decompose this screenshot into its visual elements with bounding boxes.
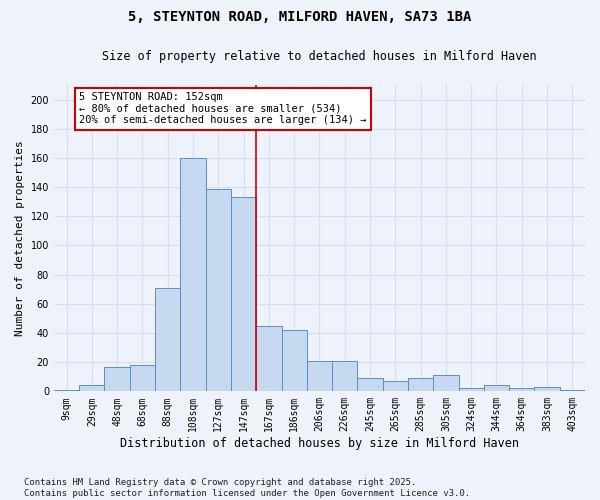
Bar	[535, 387, 560, 392]
Bar	[181, 158, 206, 392]
Bar	[231, 198, 256, 392]
Bar	[206, 188, 231, 392]
Bar	[408, 378, 433, 392]
Bar	[484, 386, 509, 392]
Title: Size of property relative to detached houses in Milford Haven: Size of property relative to detached ho…	[102, 50, 537, 63]
Text: Contains HM Land Registry data © Crown copyright and database right 2025.
Contai: Contains HM Land Registry data © Crown c…	[24, 478, 470, 498]
Bar	[155, 288, 181, 392]
Bar	[307, 360, 332, 392]
Bar	[104, 366, 130, 392]
Bar	[383, 381, 408, 392]
Y-axis label: Number of detached properties: Number of detached properties	[15, 140, 25, 336]
Bar	[79, 386, 104, 392]
Bar	[358, 378, 383, 392]
Bar	[281, 330, 307, 392]
Bar	[458, 388, 484, 392]
Text: 5 STEYNTON ROAD: 152sqm
← 80% of detached houses are smaller (534)
20% of semi-d: 5 STEYNTON ROAD: 152sqm ← 80% of detache…	[79, 92, 367, 126]
Bar	[256, 326, 281, 392]
Bar	[332, 360, 358, 392]
Bar	[433, 376, 458, 392]
Bar	[509, 388, 535, 392]
X-axis label: Distribution of detached houses by size in Milford Haven: Distribution of detached houses by size …	[120, 437, 519, 450]
Bar	[54, 390, 79, 392]
Text: 5, STEYNTON ROAD, MILFORD HAVEN, SA73 1BA: 5, STEYNTON ROAD, MILFORD HAVEN, SA73 1B…	[128, 10, 472, 24]
Bar	[130, 365, 155, 392]
Bar	[560, 390, 585, 392]
